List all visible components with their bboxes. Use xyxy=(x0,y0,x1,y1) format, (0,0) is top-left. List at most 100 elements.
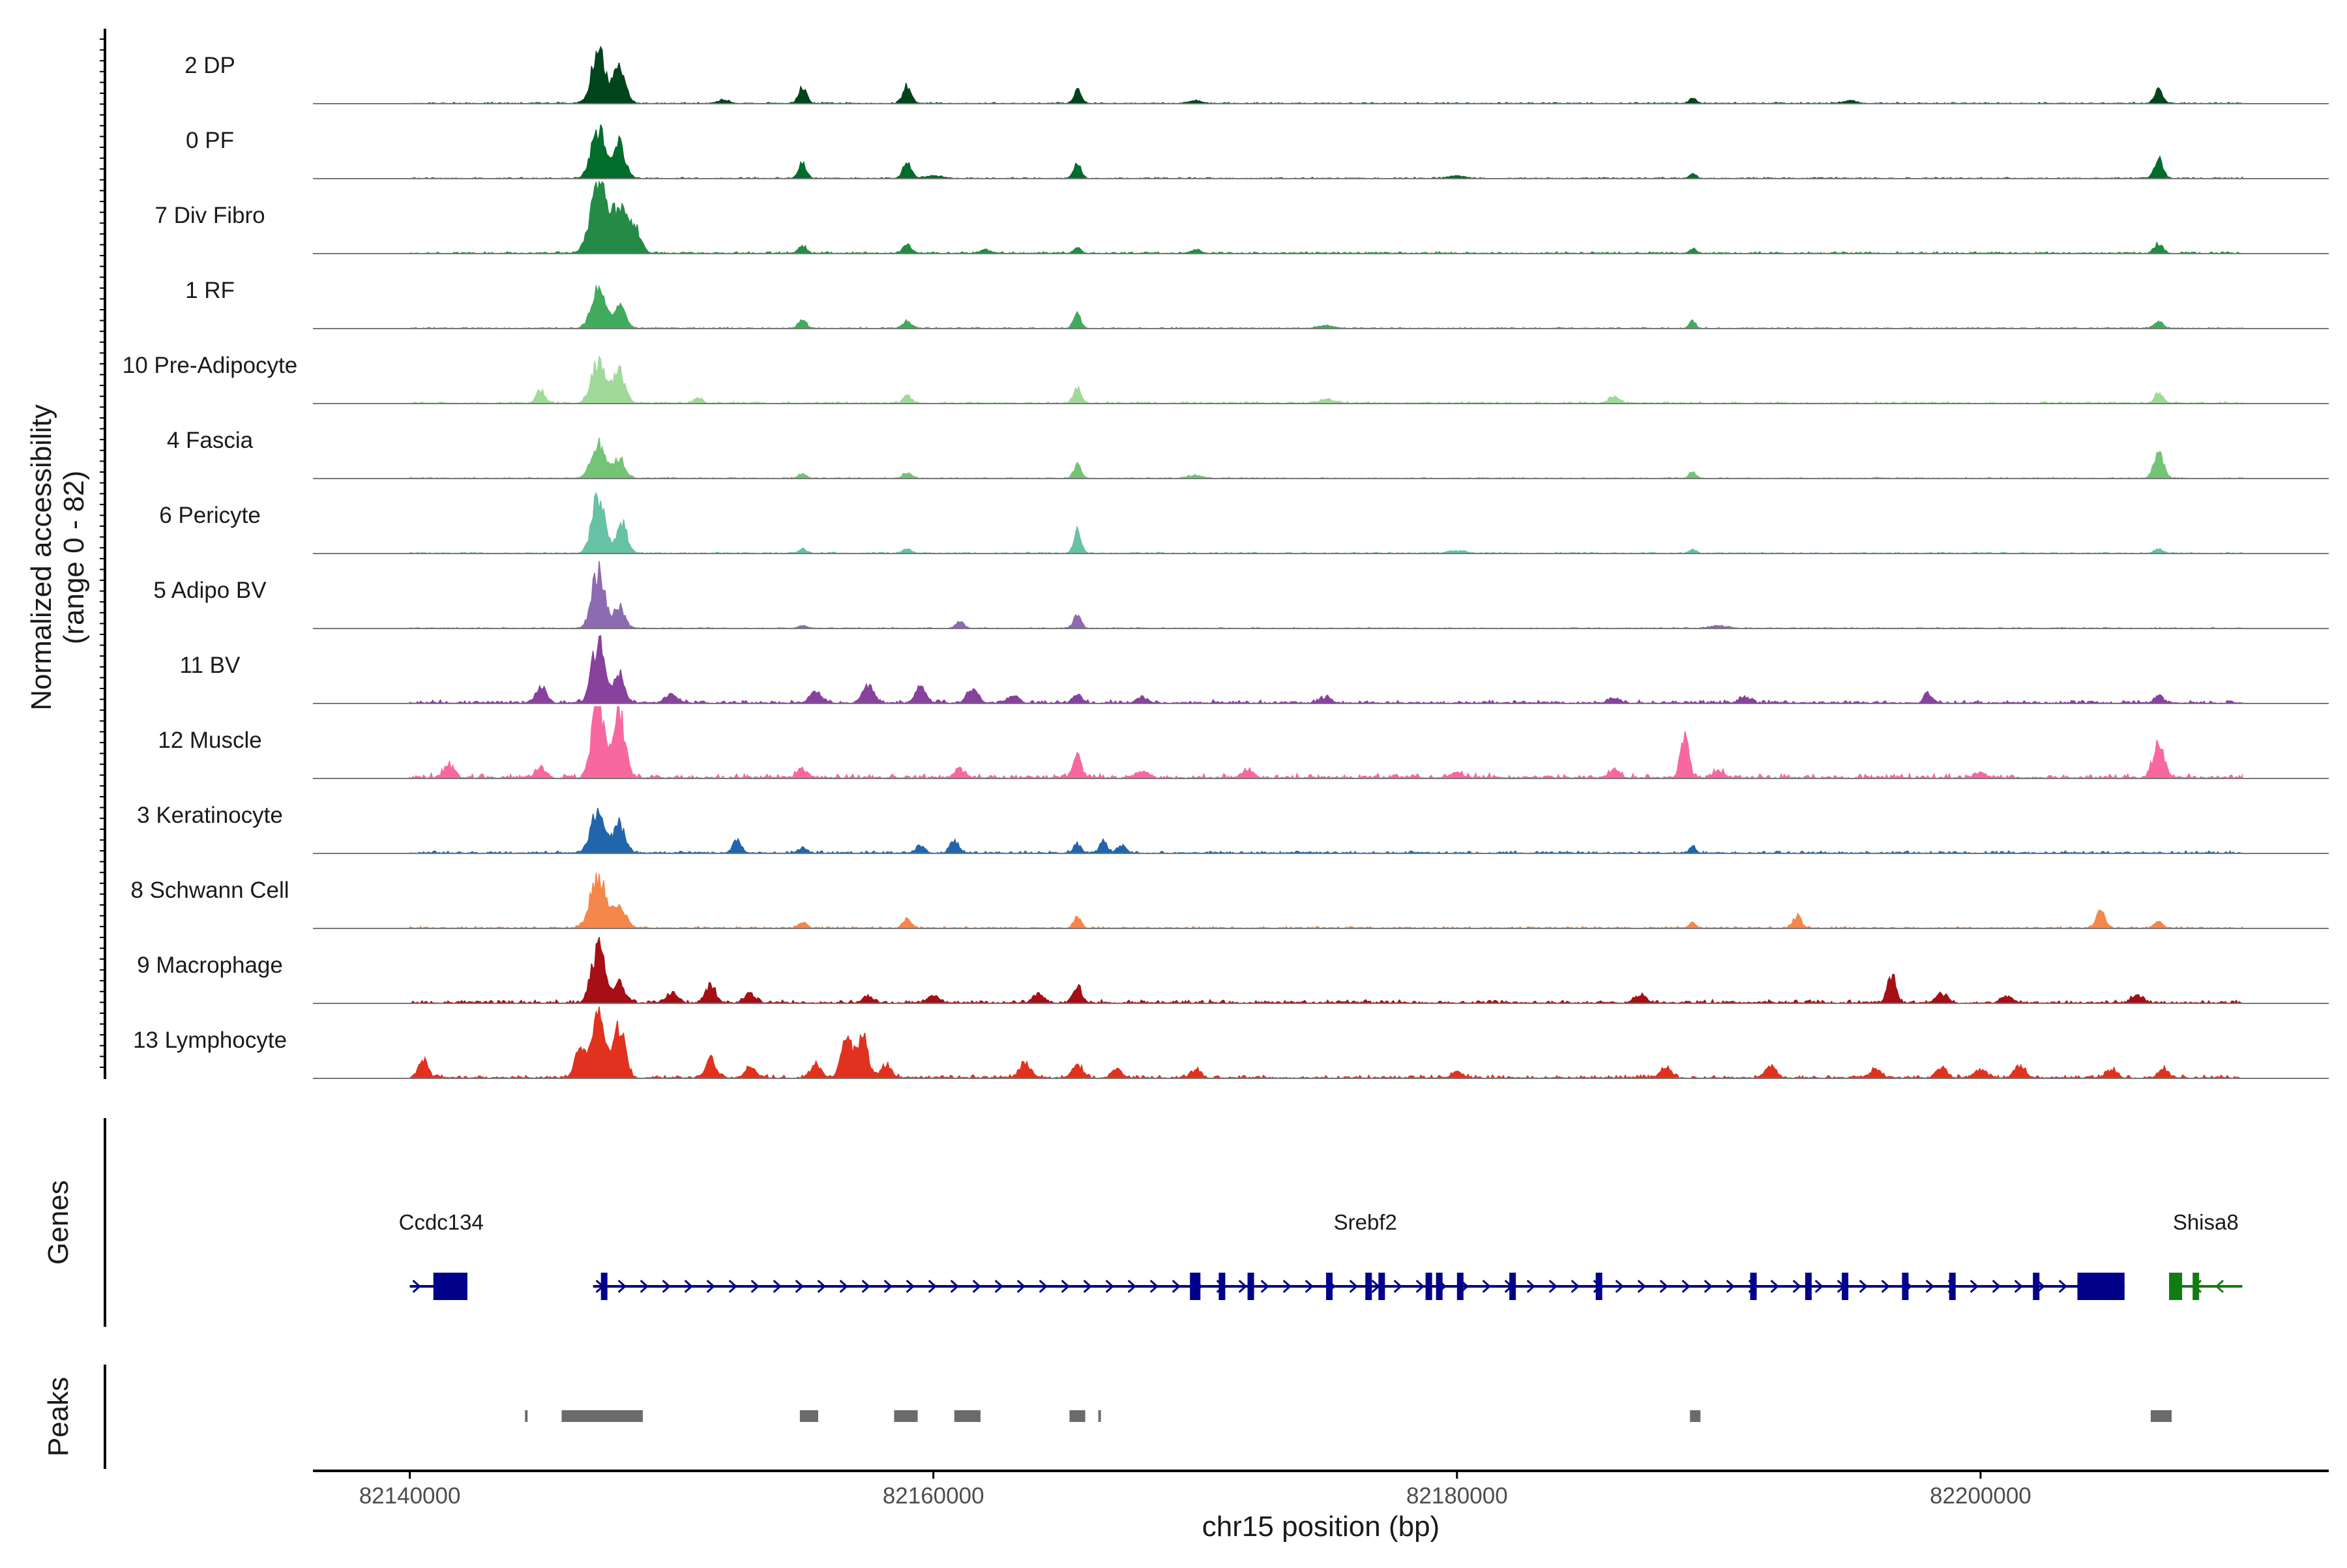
track-7: 6 Pericyte xyxy=(159,492,2329,554)
track-label: 13 Lymphocyte xyxy=(133,1028,287,1053)
peak-region xyxy=(561,1410,643,1422)
y-axis-title: Normalized accessibility (range 0 - 82) xyxy=(25,404,90,710)
strand-chevron xyxy=(1615,1279,1624,1294)
coverage-area xyxy=(409,437,2243,479)
strand-chevron xyxy=(706,1279,715,1294)
gene-exon xyxy=(1326,1273,1333,1300)
gene-exon xyxy=(600,1273,608,1300)
coverage-tracks: 2 DP 0 PF 7 Div Fibro 1 RF 10 Pre-Adipocyte 4… xyxy=(123,46,2329,1080)
strand-chevron xyxy=(1992,1279,2001,1294)
track-5: 10 Pre-Adipocyte xyxy=(123,353,2329,405)
strand-chevron xyxy=(750,1279,760,1294)
strand-chevron xyxy=(1637,1279,1646,1294)
strand-chevron xyxy=(1349,1279,1358,1294)
track-label: 2 DP xyxy=(185,53,235,78)
gene-exon xyxy=(1902,1273,1909,1300)
strand-chevron xyxy=(1393,1279,1402,1294)
strand-chevron xyxy=(1061,1279,1070,1294)
track-13: 9 Macrophage xyxy=(137,937,2329,1005)
strand-chevron xyxy=(1726,1279,1735,1294)
gene-exon xyxy=(2077,1273,2125,1300)
strand-chevron xyxy=(972,1279,981,1294)
strand-chevron xyxy=(1260,1279,1269,1294)
peak-region xyxy=(894,1410,918,1422)
strand-chevron xyxy=(2215,1279,2224,1294)
track-label: 12 Muscle xyxy=(158,728,262,753)
track-1: 2 DP xyxy=(185,46,2329,104)
strand-chevron xyxy=(1704,1279,1713,1294)
strand-chevron xyxy=(1814,1279,1823,1294)
strand-chevron xyxy=(817,1279,826,1294)
x-tick-label: 82180000 xyxy=(1406,1483,1508,1509)
strand-chevron xyxy=(1881,1279,1890,1294)
track-label: 8 Schwann Cell xyxy=(130,878,289,903)
coverage-area xyxy=(409,492,2243,554)
gene-exon xyxy=(2192,1273,2200,1300)
peaks-panel xyxy=(525,1410,2172,1422)
genes-panel: Ccdc134 Srebf2 Shisa8 xyxy=(399,1210,2243,1300)
coverage-area xyxy=(409,872,2243,930)
strand-chevron xyxy=(1526,1279,1535,1294)
y-axis-title-line1: Normalized accessibility xyxy=(25,404,57,710)
track-8: 5 Adipo BV xyxy=(153,561,2329,629)
y-minor-ticks xyxy=(100,38,105,1068)
x-tick-label: 82200000 xyxy=(1930,1483,2031,1509)
track-10: 12 Muscle xyxy=(158,706,2329,780)
track-2: 0 PF xyxy=(186,124,2329,179)
strand-chevron xyxy=(1770,1279,1779,1294)
track-label: 10 Pre-Adipocyte xyxy=(123,353,297,378)
gene-label: Shisa8 xyxy=(2173,1210,2239,1234)
strand-chevron xyxy=(1659,1279,1668,1294)
gene-exon xyxy=(1378,1273,1385,1300)
gene-exon xyxy=(1842,1273,1849,1300)
track-3: 7 Div Fibro xyxy=(155,180,2329,255)
peak-region xyxy=(1069,1410,1085,1422)
strand-chevron xyxy=(839,1279,848,1294)
strand-chevron xyxy=(1172,1279,1181,1294)
strand-chevron xyxy=(1238,1279,1247,1294)
x-tick-label: 82140000 xyxy=(359,1483,461,1509)
track-label: 9 Macrophage xyxy=(137,953,283,978)
x-axis-ticks: 82140000 82160000 82180000 82200000 xyxy=(359,1471,2031,1509)
strand-chevron xyxy=(861,1279,870,1294)
gene-exon xyxy=(1247,1273,1254,1300)
gene-exon xyxy=(1949,1273,1956,1300)
gene-exon xyxy=(1509,1273,1516,1300)
strand-chevron xyxy=(1681,1279,1690,1294)
track-label: 7 Div Fibro xyxy=(155,203,265,228)
gene-exon xyxy=(1595,1273,1602,1300)
strand-chevron xyxy=(728,1279,737,1294)
track-label: 1 RF xyxy=(185,278,235,303)
gene-exon xyxy=(1456,1273,1464,1300)
track-12: 8 Schwann Cell xyxy=(130,872,2329,930)
strand-chevron xyxy=(2058,1279,2067,1294)
peak-region xyxy=(1690,1410,1701,1422)
peak-region xyxy=(2150,1410,2172,1422)
track-label: 3 Keratinocyte xyxy=(137,803,283,828)
gene-ccdc134: Ccdc134 xyxy=(399,1210,484,1300)
strand-chevron xyxy=(994,1279,1003,1294)
gene-exon xyxy=(2033,1273,2040,1300)
coverage-area xyxy=(409,808,2243,855)
gene-exon xyxy=(1750,1273,1757,1300)
track-label: 5 Adipo BV xyxy=(153,578,267,603)
strand-chevron xyxy=(883,1279,893,1294)
strand-chevron xyxy=(1548,1279,1557,1294)
gene-exon xyxy=(1805,1273,1812,1300)
strand-chevron xyxy=(1149,1279,1159,1294)
peak-region xyxy=(954,1410,981,1422)
strand-chevron xyxy=(1571,1279,1580,1294)
strand-chevron xyxy=(773,1279,782,1294)
strand-chevron xyxy=(662,1279,671,1294)
track-label: 11 BV xyxy=(180,653,241,678)
gene-shisa8: Shisa8 xyxy=(2169,1210,2243,1300)
coverage-area xyxy=(409,180,2243,255)
strand-chevron xyxy=(2014,1279,2023,1294)
strand-chevron xyxy=(1039,1279,1048,1294)
x-axis-title: chr15 position (bp) xyxy=(1202,1511,1439,1543)
gene-exon xyxy=(1365,1273,1372,1300)
gene-label: Srebf2 xyxy=(1334,1210,1397,1234)
strand-chevron xyxy=(412,1279,421,1294)
